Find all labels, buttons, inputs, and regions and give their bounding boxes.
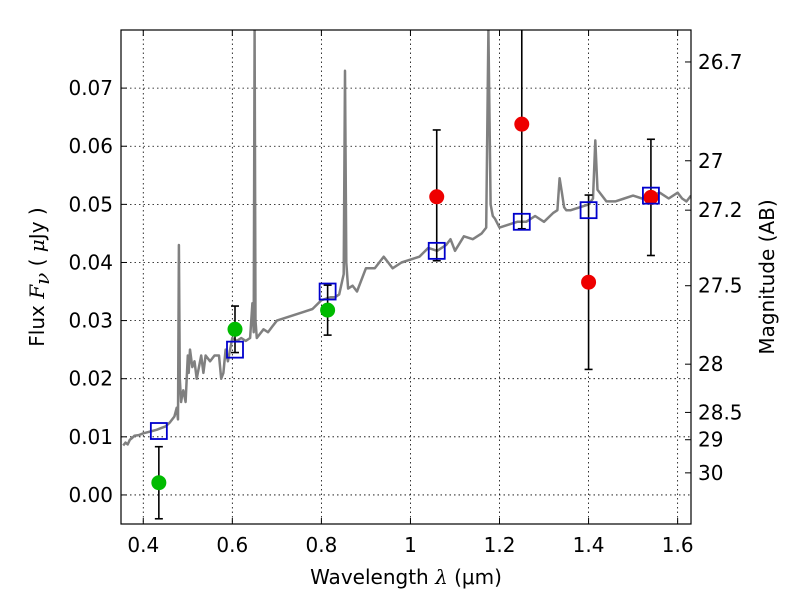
- model-square: [149, 422, 168, 440]
- x-tick-label: 1.4: [573, 533, 605, 557]
- y-tick-label: 0.05: [68, 192, 113, 216]
- right-tick-label: 29: [698, 428, 723, 452]
- right-tick-label: 28: [698, 352, 723, 376]
- observed-point: [320, 302, 336, 318]
- x-tick-label: 0.8: [305, 533, 337, 557]
- x-tick-label: 0.4: [127, 533, 159, 557]
- data-points: [151, 116, 659, 491]
- observed-point: [643, 189, 659, 205]
- model-square: [579, 201, 598, 220]
- model-photometry-squares: [149, 186, 660, 440]
- observed-point: [581, 274, 597, 290]
- model-square: [642, 186, 660, 205]
- right-axis-label: Magnitude (AB): [755, 199, 779, 354]
- observed-point: [429, 189, 445, 205]
- model-square: [226, 340, 244, 359]
- x-tick-label: 1.6: [662, 533, 694, 557]
- model-square: [512, 212, 531, 231]
- axis-ticks: 0.4 0.6 0.8 1 1.2 1.4 1.6 0.00 0.01 0.02 0.03 0.04 0…: [68, 30, 743, 557]
- y-tick-label: 0.04: [68, 250, 113, 274]
- x-tick-label: 1.2: [484, 533, 516, 557]
- right-tick-label: 30: [698, 461, 723, 485]
- right-tick-label: 27: [698, 149, 723, 173]
- right-tick-label: 28.5: [698, 400, 743, 424]
- right-tick-label: 27.2: [698, 198, 743, 222]
- y-tick-label: 0.00: [68, 483, 113, 507]
- model-square: [427, 241, 446, 260]
- y-axis-label: Flux Fν ( μJy ): [25, 207, 54, 346]
- observed-point: [151, 475, 167, 491]
- right-tick-label: 27.5: [698, 274, 743, 298]
- observed-point: [227, 321, 243, 337]
- grid: [121, 30, 691, 524]
- observed-point: [514, 116, 530, 132]
- y-tick-label: 0.02: [68, 367, 113, 391]
- y-tick-label: 0.06: [68, 134, 113, 158]
- model-spectrum: [122, 30, 691, 447]
- x-tick-label: 1: [404, 533, 417, 557]
- y-tick-label: 0.01: [68, 425, 113, 449]
- y-tick-label: 0.03: [68, 309, 113, 333]
- x-axis-label: Wavelength λ (μm): [310, 565, 502, 589]
- spectrum-line: [122, 30, 691, 447]
- right-tick-label: 26.7: [698, 50, 743, 74]
- model-square: [318, 282, 337, 301]
- y-tick-label: 0.07: [68, 76, 113, 100]
- x-tick-label: 0.6: [216, 533, 248, 557]
- plot-frame: [120, 29, 692, 525]
